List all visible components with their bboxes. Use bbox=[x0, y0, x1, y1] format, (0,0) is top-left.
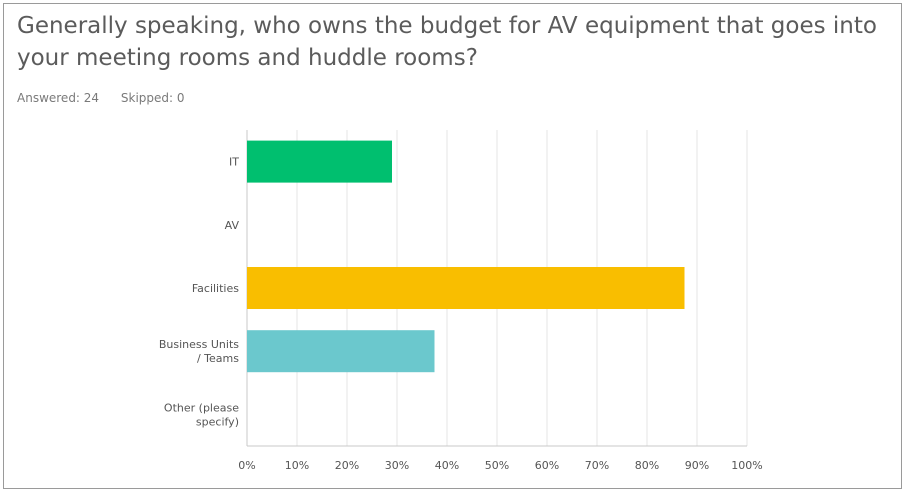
category-label: AV bbox=[225, 219, 240, 232]
bar bbox=[247, 140, 392, 183]
category-label: Business Units bbox=[159, 338, 239, 351]
category-label: specify) bbox=[196, 415, 239, 428]
response-stats: Answered: 24 Skipped: 0 bbox=[17, 91, 203, 105]
x-tick-label: 10% bbox=[285, 459, 309, 472]
category-label: Other (please bbox=[164, 401, 239, 414]
x-tick-label: 80% bbox=[635, 459, 659, 472]
answered-count: Answered: 24 bbox=[17, 91, 100, 105]
x-tick-label: 70% bbox=[585, 459, 609, 472]
x-tick-label: 40% bbox=[435, 459, 459, 472]
category-label: Facilities bbox=[192, 282, 239, 295]
x-tick-label: 0% bbox=[238, 459, 255, 472]
x-tick-label: 60% bbox=[535, 459, 559, 472]
category-label: IT bbox=[229, 156, 239, 169]
x-tick-label: 100% bbox=[731, 459, 762, 472]
question-card bbox=[3, 3, 902, 489]
x-tick-label: 30% bbox=[385, 459, 409, 472]
x-tick-label: 20% bbox=[335, 459, 359, 472]
category-label: / Teams bbox=[197, 352, 239, 365]
skipped-count: Skipped: 0 bbox=[120, 91, 185, 105]
question-title: Generally speaking, who owns the budget … bbox=[17, 13, 877, 71]
bar bbox=[247, 267, 685, 309]
bar bbox=[247, 330, 435, 373]
x-tick-label: 50% bbox=[485, 459, 509, 472]
x-tick-label: 90% bbox=[685, 459, 709, 472]
